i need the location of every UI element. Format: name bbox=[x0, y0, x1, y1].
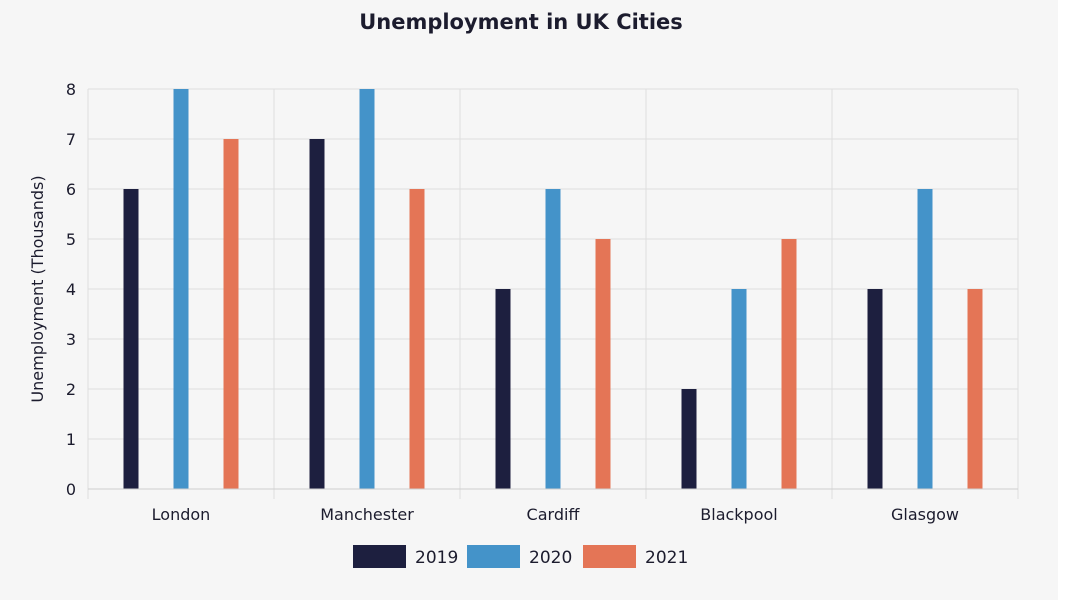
legend-label: 2020 bbox=[529, 548, 572, 568]
bar-blackpool-2019 bbox=[681, 389, 697, 489]
bar-blackpool-2021 bbox=[781, 239, 797, 489]
bar-manchester-2020 bbox=[359, 89, 375, 489]
y-tick-label: 0 bbox=[66, 480, 76, 499]
y-axis-label: Unemployment (Thousands) bbox=[28, 175, 47, 402]
legend-label: 2019 bbox=[415, 548, 458, 568]
x-tick-label: Cardiff bbox=[527, 505, 581, 524]
bar-manchester-2021 bbox=[409, 189, 425, 489]
page-edge bbox=[1058, 0, 1067, 600]
bar-manchester-2019 bbox=[309, 139, 325, 489]
bar-london-2019 bbox=[123, 189, 139, 489]
y-tick-label: 1 bbox=[66, 430, 76, 449]
x-tick-label: Glasgow bbox=[891, 505, 959, 524]
bar-glasgow-2021 bbox=[967, 289, 983, 489]
y-tick-label: 8 bbox=[66, 80, 76, 99]
y-tick-label: 3 bbox=[66, 330, 76, 349]
y-tick-label: 2 bbox=[66, 380, 76, 399]
y-tick-label: 4 bbox=[66, 280, 76, 299]
legend-swatch-2020 bbox=[467, 545, 520, 568]
legend-label: 2021 bbox=[645, 548, 688, 568]
legend: 2019 2020 2021 bbox=[353, 545, 688, 568]
y-tick-label: 5 bbox=[66, 230, 76, 249]
legend-swatch-2019 bbox=[353, 545, 406, 568]
x-tick-label: London bbox=[152, 505, 211, 524]
x-tick-label: Blackpool bbox=[700, 505, 777, 524]
bar-cardiff-2020 bbox=[545, 189, 561, 489]
legend-swatch-2021 bbox=[583, 545, 636, 568]
bars bbox=[123, 89, 983, 489]
chart-title: Unemployment in UK Cities bbox=[359, 10, 683, 34]
y-tick-label: 6 bbox=[66, 180, 76, 199]
y-tick-label: 7 bbox=[66, 130, 76, 149]
grid-lines bbox=[87, 88, 1019, 499]
axes: 0 1 2 3 4 5 6 7 8 London Manchester Cardiff Blackpoo… bbox=[66, 80, 1018, 524]
bar-cardiff-2021 bbox=[595, 239, 611, 489]
bar-glasgow-2020 bbox=[917, 189, 933, 489]
bar-cardiff-2019 bbox=[495, 289, 511, 489]
bar-london-2020 bbox=[173, 89, 189, 489]
bar-blackpool-2020 bbox=[731, 289, 747, 489]
bar-london-2021 bbox=[223, 139, 239, 489]
bar-glasgow-2019 bbox=[867, 289, 883, 489]
x-tick-label: Manchester bbox=[320, 505, 414, 524]
